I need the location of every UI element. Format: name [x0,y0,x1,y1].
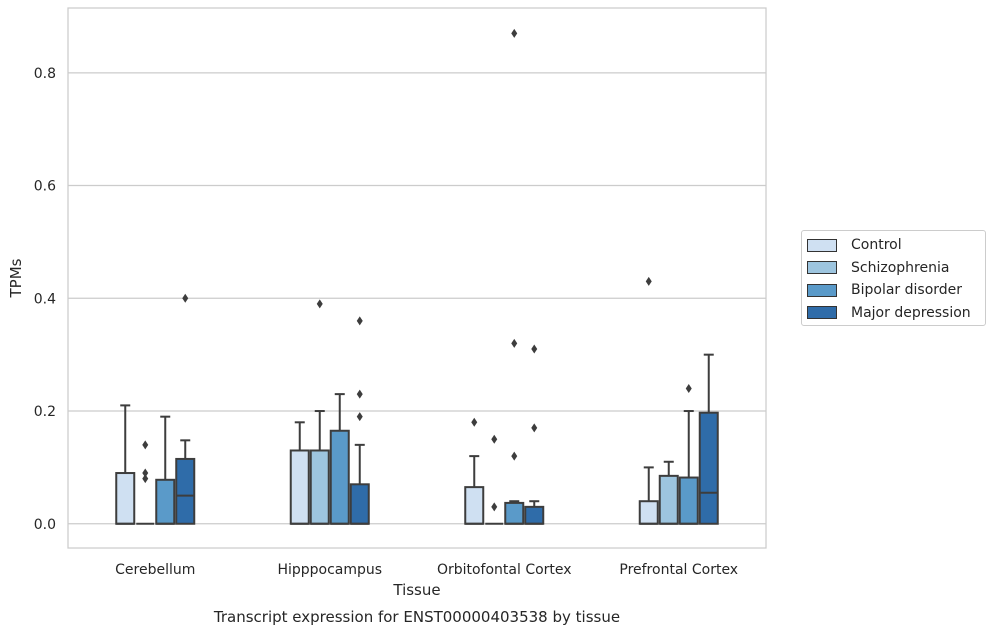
outlier-marker [142,468,149,478]
outlier-marker [531,423,538,433]
x-tick-label: Prefrontal Cortex [619,562,738,578]
box-body [289,449,310,525]
x-axis-label: Tissue [392,581,440,599]
box-body [698,411,719,525]
box-body [658,474,679,525]
outlier-marker [142,440,149,450]
box [678,383,699,525]
chart-legend: Control Schizophrenia Bipolar disorder Majo… [801,230,986,326]
box [155,415,176,525]
box [504,28,525,525]
legend-item: Major depression [807,303,971,323]
box [115,404,136,525]
outlier-marker [356,412,363,422]
box-body [115,472,136,525]
box-body [175,457,196,525]
box-body [309,449,330,525]
box-body [329,429,350,525]
outlier-marker [685,383,692,393]
y-tick-label: 0.4 [34,291,56,307]
y-tick-label: 0.2 [34,404,56,420]
box [349,316,370,525]
box [698,353,719,525]
outlier-marker [511,338,518,348]
box [329,393,350,525]
box [658,460,679,525]
box-body [464,486,485,525]
outlier-marker [531,344,538,354]
box-groups [115,28,719,525]
box [524,344,545,525]
x-tick-label: Hipppocampus [277,562,382,578]
legend-item: Schizophrenia [807,258,949,278]
legend-item: Bipolar disorder [807,280,962,300]
category-group [289,299,370,525]
y-tick-label: 0.6 [34,179,56,195]
legend-swatch [807,306,837,319]
plot-area-frame [67,7,767,549]
outlier-marker [142,474,149,484]
x-axis-ticks: Cerebellum Hipppocampus Orbitofontal Corte… [115,562,738,578]
legend-item: Control [807,235,902,255]
outlier-marker [491,434,498,444]
outlier-marker [356,316,363,326]
y-axis-label: TPMs [7,258,25,298]
category-group [464,28,545,525]
legend-label: Control [851,237,902,253]
outlier-marker [491,502,498,512]
outlier-marker [471,417,478,427]
chart-caption: Transcript expression for ENST0000040353… [213,608,620,626]
box [464,417,485,525]
outlier-marker [645,276,652,286]
box [485,434,504,525]
box [175,293,196,525]
box-body [678,476,699,525]
legend-label: Bipolar disorder [851,282,963,298]
legend-label: Schizophrenia [851,259,950,276]
grid-lines [68,72,766,525]
box-body [524,505,545,525]
legend-swatch [807,283,837,297]
x-tick-label: Orbitofontal Cortex [437,562,572,578]
box [289,421,310,525]
y-tick-label: 0.0 [34,517,56,533]
box [136,440,155,525]
box [638,276,659,525]
box-body [349,483,370,525]
box-body [638,500,659,525]
outlier-marker [511,28,518,38]
outlier-marker [356,389,363,399]
category-group [115,293,196,525]
outlier-marker [511,451,518,461]
outlier-marker [182,293,189,303]
y-axis-ticks: 0.0 0.2 0.4 0.6 0.8 [34,66,56,533]
legend-swatch [807,238,837,252]
box-body [504,501,525,525]
x-tick-label: Cerebellum [115,562,195,578]
outlier-marker [316,299,323,309]
category-group [638,276,719,525]
legend-swatch [807,261,837,274]
box-body [155,478,176,525]
y-tick-label: 0.8 [34,66,56,82]
box [309,299,330,525]
legend-label: Major depression [851,304,971,321]
